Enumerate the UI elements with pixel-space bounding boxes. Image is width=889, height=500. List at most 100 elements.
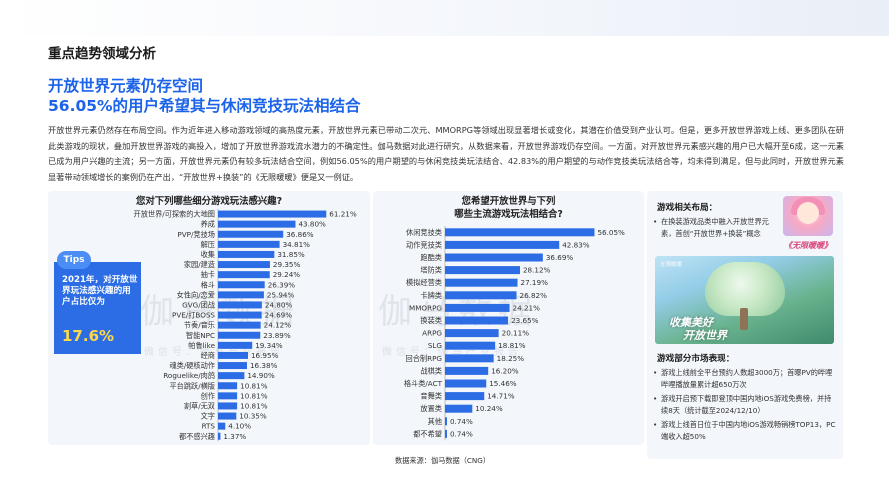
banner-slogan-line-2: 开放世界 (683, 329, 727, 342)
market-item: 游戏上线前全平台预约人数超3000万；首曝PV的哔哩哔哩播放量累计超650万次 (653, 367, 838, 390)
tips-tag: Tips (57, 251, 91, 269)
value-label: 27.19% (521, 278, 549, 287)
headline-line-2: 56.05%的用户希望其与休闲竞技玩法相结合 (48, 97, 361, 115)
bar (218, 210, 327, 218)
category-label: SLG (428, 341, 442, 350)
value-label: 28.12% (523, 266, 551, 275)
bar (218, 382, 238, 390)
bar (445, 316, 509, 325)
layout-title: 游戏相关布局： (657, 203, 718, 213)
bar (445, 253, 543, 262)
bar (445, 303, 510, 312)
section-title: 重点趋势领域分析 (48, 46, 156, 62)
bar (445, 429, 447, 438)
value-label: 29.24% (273, 270, 301, 279)
category-label: 创作 (201, 391, 215, 400)
category-label: 战棋类 (420, 366, 442, 375)
top-band (0, 0, 889, 36)
bar (218, 220, 296, 228)
bar (445, 240, 560, 249)
category-label: 智能NPC (186, 331, 215, 340)
value-label: 29.35% (273, 260, 301, 269)
category-label: RTS (202, 422, 216, 431)
category-label: 帕鲁like (188, 341, 215, 350)
category-label: GVG/团战 (182, 300, 215, 309)
body-paragraph: 开放世界元素仍然存在布局空间。作为近年进入移动游戏领域的高热度元素，开放世界元素… (48, 125, 844, 182)
value-label: 43.80% (298, 220, 326, 229)
watermark-1: 伽马数据 (140, 284, 300, 333)
category-label: 文字 (201, 412, 215, 421)
category-label: 经商 (201, 351, 215, 360)
bar (218, 240, 280, 248)
value-label: 18.25% (497, 354, 525, 363)
bar (445, 379, 487, 388)
chart2-title: 您希望开放世界与下列 哪些主流游戏玩法相结合? (373, 195, 644, 221)
category-label: 都不希望 (413, 429, 442, 438)
bar (445, 228, 595, 237)
value-label: 25.94% (267, 290, 295, 299)
value-label: 31.85% (277, 250, 305, 259)
bar (218, 261, 270, 269)
value-label: 24.69% (265, 311, 293, 320)
value-label: 61.21% (329, 210, 357, 219)
value-label: 4.10% (228, 422, 251, 431)
bar (218, 250, 275, 258)
tips-box (54, 262, 141, 354)
chart1-title: 您对下列哪些细分游戏玩法感兴趣? (135, 196, 283, 207)
market-list: 游戏上线前全平台预约人数超3000万；首曝PV的哔哩哔哩播放量累计超650万次 … (653, 367, 838, 445)
bar (445, 417, 447, 426)
bar (218, 402, 238, 410)
category-label: 平台跳跃/横版 (169, 381, 215, 390)
category-label: 换装类 (420, 316, 442, 325)
banner-logo-text: 无限暖暖 (660, 262, 683, 268)
bar (445, 278, 518, 287)
bar (218, 412, 237, 420)
banner-tree-shape (705, 262, 785, 316)
category-label: MMORPG (409, 303, 442, 312)
chart2-svg: 休闲竞技类 56.05% 动作竞技类 42.83% 跑酷类 36.69% 塔防类 28.12%… (404, 226, 625, 441)
value-label: 15.46% (489, 379, 517, 388)
layout-list: 在换装游戏品类中融入开放世界元素，首创“开放世界+换装”概念 (653, 216, 781, 242)
bar (218, 351, 248, 359)
value-label: 16.95% (251, 351, 279, 360)
chart1-svg: 开放世界/可探索的大地图 61.21% 养成 43.80% PVP/竞技场 36.86% 解… (134, 209, 357, 442)
bar (218, 281, 265, 289)
bar (218, 271, 270, 279)
value-label: 16.38% (250, 361, 278, 370)
category-label: 其他 (428, 417, 442, 426)
value-label: 10.81% (240, 381, 268, 390)
value-label: 10.35% (239, 412, 267, 421)
category-label: 休闲竞技类 (406, 228, 442, 237)
value-label: 26.39% (268, 280, 296, 289)
category-label: PVP/竞技场 (177, 230, 215, 239)
value-label: 20.11% (502, 329, 530, 338)
tips-value: 17.6% (62, 327, 115, 345)
bar (445, 354, 494, 363)
chart2-title-line-2: 哪些主流游戏玩法相结合? (454, 209, 563, 220)
bar (445, 392, 485, 401)
category-label: 割草/无双 (184, 401, 215, 410)
game-logo: 《无限暖暖》 (784, 241, 832, 250)
category-label: Roguelike/肉鸽 (163, 371, 215, 380)
value-label: 19.34% (255, 341, 283, 350)
category-label: 动作竞技类 (406, 240, 442, 249)
bar (445, 266, 520, 275)
value-label: 14.71% (487, 392, 515, 401)
category-label: 格斗 (201, 280, 215, 289)
value-label: 23.65% (511, 316, 539, 325)
category-label: 卡牌类 (420, 291, 442, 300)
data-source: 数据来源：伽马数据（CNG） (395, 456, 491, 465)
bar (218, 362, 247, 370)
value-label: 42.83% (562, 240, 590, 249)
market-title: 游戏部分市场表现： (657, 354, 735, 364)
category-label: 塔防类 (420, 266, 442, 275)
category-label: 都不感兴趣 (179, 432, 215, 441)
value-label: 10.81% (240, 391, 268, 400)
bar (218, 321, 261, 329)
value-label: 10.24% (475, 404, 503, 413)
bar (218, 291, 264, 299)
category-label: 抽卡 (201, 270, 215, 279)
category-label: ARPG (422, 329, 442, 338)
bar (445, 341, 496, 350)
value-label: 10.81% (240, 401, 268, 410)
